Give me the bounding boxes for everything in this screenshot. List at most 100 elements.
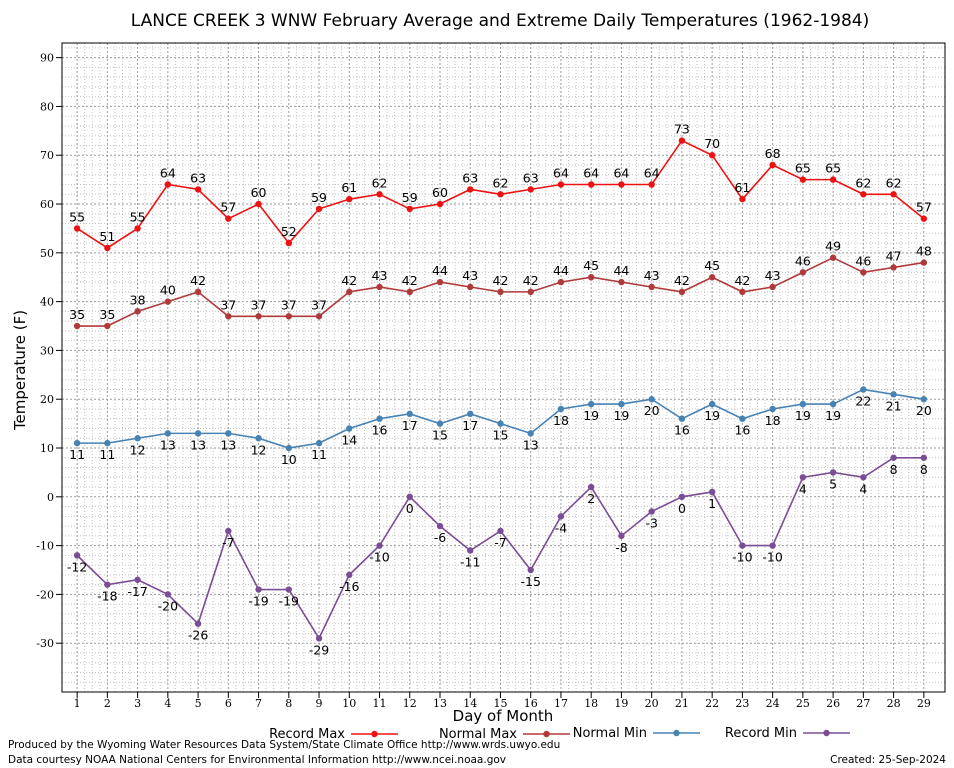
footer-produced-by: Produced by the Wyoming Water Resources …: [8, 739, 560, 751]
record-max-data-label: 64: [644, 166, 660, 181]
record-min-point: [436, 522, 444, 530]
normal-min-point: [739, 415, 746, 422]
x-tick-label: 29: [917, 697, 931, 710]
normal-max-point: [225, 313, 232, 320]
record-min-point: [406, 493, 413, 501]
record-min-data-label: 5: [829, 476, 837, 491]
record-max-point: [406, 205, 413, 213]
normal-max-point: [164, 298, 172, 305]
record-max-point: [739, 195, 746, 203]
record-min-point: [799, 474, 807, 481]
record-max-data-label: 62: [855, 175, 871, 190]
record-min-data-label: -29: [309, 642, 329, 657]
legend-item-normal-max: Normal Max: [439, 727, 570, 742]
normal-min-data-label: 19: [795, 408, 811, 423]
record-min-data-label: 1: [708, 496, 716, 511]
normal-max-point: [739, 288, 746, 296]
x-tick-label: 12: [403, 697, 417, 710]
normal-min-data-label: 15: [432, 428, 448, 443]
legend-item-normal-min: Normal Min: [573, 726, 700, 741]
x-tick-label: 11: [373, 697, 387, 710]
record-min-data-label: 0: [678, 501, 686, 516]
normal-min-data-label: 13: [523, 437, 539, 452]
normal-min-data-label: 19: [583, 408, 599, 423]
record-min-data-label: -7: [494, 535, 506, 550]
record-max-data-label: 61: [734, 180, 750, 195]
record-max-point: [376, 191, 383, 198]
normal-min-point: [73, 439, 81, 447]
y-tick-label: -10: [36, 540, 54, 553]
record-min-point: [920, 454, 928, 461]
x-tick-label: 10: [342, 697, 356, 710]
legend-swatch-marker: [543, 730, 550, 738]
record-max-data-label: 62: [886, 175, 902, 190]
normal-max-point: [285, 313, 292, 320]
normal-min-point: [164, 430, 172, 437]
series-layer: [73, 137, 928, 642]
record-min-series: [73, 454, 928, 642]
normal-max-data-label: 37: [311, 297, 327, 312]
record-min-point: [164, 591, 172, 598]
x-tick-label: 15: [493, 697, 507, 710]
normal-min-point: [618, 400, 625, 408]
normal-min-data-label: 13: [190, 437, 206, 452]
record-max-point: [860, 191, 867, 198]
legend-label: Normal Min: [573, 726, 647, 741]
x-tick-label: 13: [433, 697, 447, 710]
normal-min-data-label: 11: [99, 447, 115, 462]
normal-max-data-label: 48: [916, 244, 932, 259]
normal-max-point: [315, 313, 323, 320]
normal-min-point: [527, 430, 534, 437]
y-tick-label: 70: [40, 149, 54, 162]
normal-max-series: [73, 254, 928, 330]
record-min-point: [527, 566, 534, 574]
x-axis-title: Day of Month: [453, 707, 554, 725]
x-tick-label: 2: [104, 697, 111, 710]
normal-max-point: [527, 288, 534, 296]
record-max-data-label: 63: [462, 170, 478, 185]
normal-min-point: [346, 425, 353, 432]
record-max-data-label: 62: [493, 175, 509, 190]
record-max-data-label: 55: [130, 209, 146, 224]
normal-max-point: [73, 322, 81, 330]
normal-max-point: [769, 283, 776, 291]
normal-max-point: [648, 283, 655, 291]
normal-max-data-label: 47: [886, 248, 902, 263]
record-max-data-label: 62: [372, 175, 388, 190]
record-max-series: [73, 137, 928, 252]
normal-max-data-label: 42: [493, 273, 509, 288]
normal-max-data-label: 45: [704, 258, 720, 273]
normal-min-point: [829, 400, 837, 408]
record-min-point: [225, 527, 232, 535]
x-tick-label: 20: [645, 697, 659, 710]
normal-min-data-label: 15: [493, 428, 509, 443]
record-max-data-label: 64: [583, 166, 599, 181]
record-min-point: [739, 542, 746, 549]
x-tick-label: 28: [887, 697, 901, 710]
normal-max-data-label: 37: [251, 297, 267, 312]
record-min-point: [376, 542, 383, 549]
normal-min-data-label: 18: [553, 413, 569, 428]
record-max-data-label: 59: [311, 190, 327, 205]
record-max-point: [557, 181, 565, 188]
record-min-data-label: 4: [799, 481, 807, 496]
record-max-point: [799, 176, 807, 183]
legend-item-record-min: Record Min: [725, 726, 850, 741]
normal-min-series: [73, 386, 928, 452]
normal-max-data-label: 43: [644, 268, 660, 283]
normal-min-data-label: 18: [765, 413, 781, 428]
record-min-point: [618, 532, 625, 540]
record-max-data-label: 64: [160, 166, 176, 181]
record-min-data-label: -7: [222, 535, 234, 550]
legend-swatch-marker: [823, 729, 830, 737]
normal-min-data-label: 16: [734, 423, 750, 438]
normal-max-point: [799, 269, 807, 276]
record-max-data-label: 59: [402, 190, 418, 205]
record-min-point: [285, 586, 292, 593]
record-max-data-label: 60: [251, 185, 267, 200]
normal-max-data-label: 44: [553, 263, 569, 278]
record-max-point: [920, 215, 928, 222]
record-min-data-label: -17: [127, 584, 147, 599]
normal-min-point: [497, 420, 504, 427]
